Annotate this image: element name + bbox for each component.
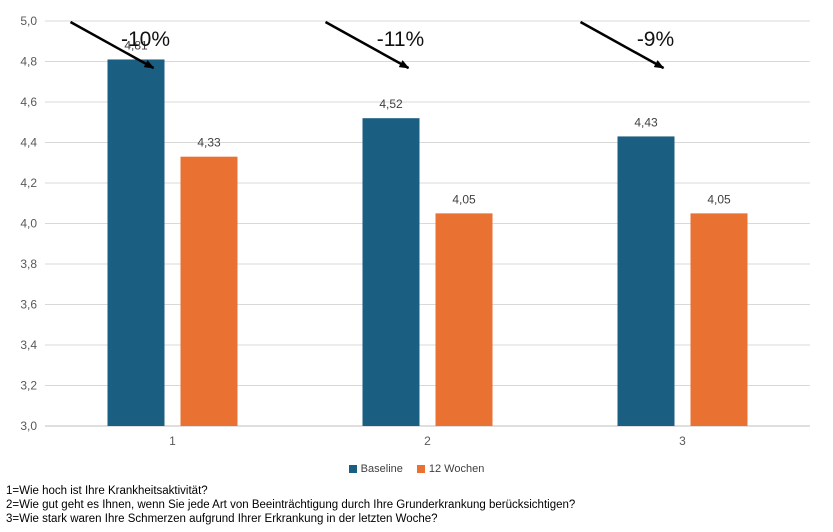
y-tick-label: 3,8	[20, 257, 37, 271]
y-tick-label: 4,4	[20, 136, 37, 150]
legend: Baseline 12 Wochen	[0, 463, 833, 475]
legend-label-baseline: Baseline	[360, 463, 403, 475]
percent-change-label: -10%	[121, 28, 170, 51]
data-label-12-wochen: 4,05	[707, 192, 731, 206]
footnote-2: 2=Wie gut geht es Ihnen, wenn Sie jede A…	[6, 499, 576, 511]
footnote-1: 1=Wie hoch ist Ihre Krankheitsaktivität?	[6, 485, 208, 497]
bars	[107, 59, 748, 427]
data-label-12-wochen: 4,05	[452, 192, 476, 206]
y-tick-label: 4,6	[20, 95, 37, 109]
percent-change-label: -11%	[377, 28, 424, 51]
y-tick-label: 5,0	[20, 14, 37, 28]
y-tick-label: 3,6	[20, 298, 37, 312]
y-tick-label: 3,0	[20, 419, 37, 433]
y-tick-label: 4,8	[20, 55, 37, 69]
legend-label-12-wochen: 12 Wochen	[428, 463, 485, 475]
y-tick-label: 4,2	[20, 176, 37, 190]
y-tick-label: 3,2	[20, 379, 37, 393]
data-label-baseline: 4,52	[379, 97, 403, 111]
y-tick-label: 3,4	[20, 338, 37, 352]
trend-arrow	[324, 20, 410, 70]
legend-item-12-wochen: 12 Wochen	[416, 463, 485, 475]
bar-12-wochen	[180, 156, 238, 427]
annotations: -10% -11% -9%	[69, 20, 674, 70]
bar-12-wochen	[435, 213, 493, 426]
percent-change-label: -9%	[637, 28, 674, 51]
bar-12-wochen	[690, 213, 748, 426]
data-label-baseline: 4,43	[634, 115, 658, 129]
x-tick-label: 3	[679, 434, 686, 448]
legend-swatch-baseline	[348, 465, 357, 473]
bar-baseline	[617, 136, 675, 427]
data-label-baseline: 4,81	[124, 38, 148, 52]
axes: 3,0 3,2 3,4 3,6 3,8 4,0 4,2 4,4 4,6 4,8 5,0 1 2 3	[20, 14, 686, 448]
y-tick-label: 4,0	[20, 217, 37, 231]
data-labels: 4,81 4,33 4,52 4,05 4,43 4,05	[124, 38, 731, 206]
x-tick-label: 1	[169, 434, 176, 448]
data-label-12-wochen: 4,33	[197, 136, 221, 150]
bar-baseline	[362, 118, 420, 426]
trend-arrow	[69, 20, 155, 70]
legend-item-baseline: Baseline	[348, 463, 403, 475]
gridlines	[45, 20, 810, 427]
x-tick-label: 2	[424, 434, 431, 448]
trend-arrow	[579, 20, 665, 70]
footnote-3: 3=Wie stark waren Ihre Schmerzen aufgrun…	[6, 513, 438, 525]
legend-swatch-12-wochen	[416, 465, 425, 473]
footnotes: 1=Wie hoch ist Ihre Krankheitsaktivität?…	[6, 484, 575, 526]
bar-baseline	[107, 59, 165, 426]
bar-chart: 3,0 3,2 3,4 3,6 3,8 4,0 4,2 4,4 4,6 4,8 5,0 1 2 3 4,8…	[20, 14, 810, 448]
